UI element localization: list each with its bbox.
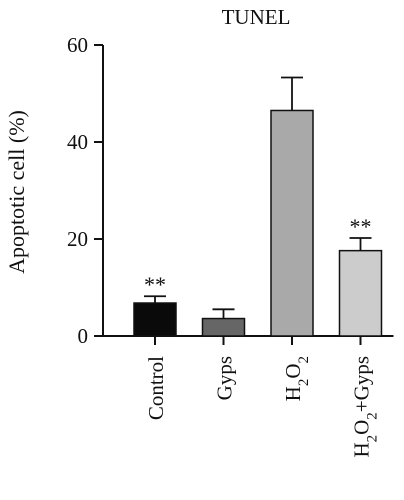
y-tick-label: 40: [67, 130, 88, 154]
y-tick-label: 0: [78, 324, 89, 348]
significance-label: **: [350, 214, 372, 239]
bar: [133, 302, 177, 337]
category-label: H2O2: [281, 356, 312, 401]
chart-title: TUNEL: [222, 5, 291, 29]
significance-label: **: [144, 272, 166, 297]
bar: [270, 109, 314, 337]
y-tick-label: 20: [67, 227, 88, 251]
category-label: Control: [144, 356, 168, 420]
plot-area: 0 20 40 60 ** Control Gyps H2O2 ** H2O2+Gyps: [67, 33, 394, 458]
y-tick-label: 60: [67, 33, 88, 57]
bar: [338, 249, 383, 337]
bar: [201, 317, 246, 337]
category-label: H2O2+Gyps: [350, 356, 381, 458]
category-label: Gyps: [213, 356, 237, 400]
y-axis-title: Apoptotic cell (%): [4, 110, 29, 274]
